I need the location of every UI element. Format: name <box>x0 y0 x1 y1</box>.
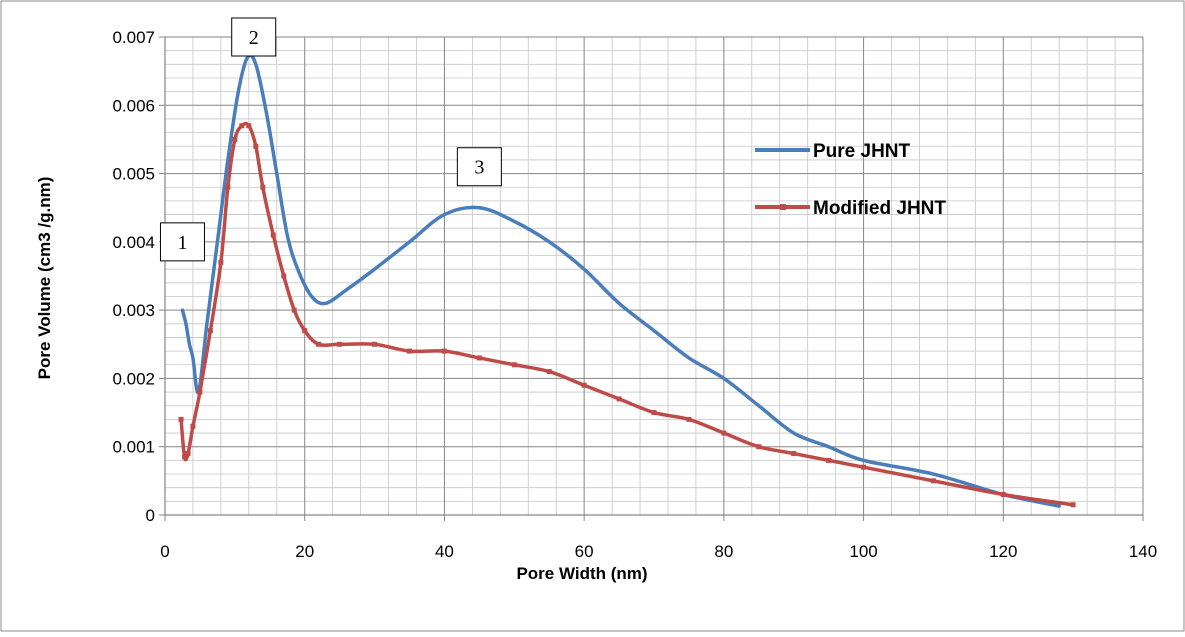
data-point <box>232 136 238 142</box>
data-point <box>546 369 552 375</box>
annotation-box: 1 <box>159 222 205 262</box>
annotation-layer: 1 2 3 <box>159 17 502 262</box>
data-point <box>861 464 867 470</box>
data-point <box>270 232 276 238</box>
data-point <box>930 478 936 484</box>
annotation-box: 2 <box>231 17 277 57</box>
y-tick-label: 0.001 <box>112 438 155 457</box>
data-point <box>1070 502 1076 508</box>
series-layer <box>178 53 1076 508</box>
legend-marker <box>780 204 786 210</box>
data-point <box>686 416 692 422</box>
annotation-label: 2 <box>249 27 259 49</box>
data-point <box>476 355 482 361</box>
annotation-label: 3 <box>474 157 484 179</box>
annotation-frame <box>456 147 502 187</box>
x-tick-label: 60 <box>575 542 594 561</box>
y-tick-label: 0.005 <box>112 165 155 184</box>
data-point <box>372 341 378 347</box>
data-point <box>316 341 322 347</box>
data-point <box>581 382 587 388</box>
legend: Pure JHNT Modified JHNT <box>755 141 946 219</box>
data-point <box>756 444 762 450</box>
x-tick-label: 80 <box>714 542 733 561</box>
data-point <box>218 259 224 265</box>
data-point <box>197 389 203 395</box>
series-1 <box>180 53 1061 508</box>
plot-area-border <box>164 37 1144 516</box>
x-axis-title: Pore Width (nm) <box>516 564 647 583</box>
x-axis-tick-labels: 0 20 40 60 80 100 120 140 <box>160 542 1157 561</box>
series-2 <box>178 121 1076 508</box>
data-point <box>337 341 343 347</box>
legend-entry: Modified JHNT <box>755 198 946 219</box>
data-point <box>190 423 196 429</box>
data-point <box>253 143 259 149</box>
data-point <box>225 184 231 190</box>
x-tick-label: 20 <box>295 542 314 561</box>
series-line <box>180 53 1061 508</box>
data-point <box>239 123 245 129</box>
data-point <box>511 362 517 368</box>
data-point <box>260 184 266 190</box>
legend-label: Pure JHNT <box>813 141 911 162</box>
data-point <box>207 328 213 334</box>
y-tick-label: 0 <box>146 506 155 525</box>
data-point <box>407 348 412 354</box>
data-point <box>281 273 287 279</box>
data-point <box>178 416 184 422</box>
legend-label: Modified JHNT <box>813 198 946 219</box>
minor-gridlines <box>165 37 1143 515</box>
major-gridlines <box>165 36 1143 515</box>
data-point <box>826 457 832 463</box>
x-tick-label: 0 <box>160 542 169 561</box>
data-point <box>616 396 622 402</box>
x-tick-label: 100 <box>849 542 877 561</box>
y-tick-label: 0.006 <box>112 96 155 115</box>
y-tick-label: 0.007 <box>112 28 155 47</box>
data-point <box>291 307 297 313</box>
data-point <box>182 454 188 460</box>
x-tick-label: 140 <box>1129 542 1157 561</box>
data-point <box>246 123 252 129</box>
y-tick-label: 0.002 <box>112 369 155 388</box>
legend-entry: Pure JHNT <box>755 141 911 162</box>
annotation-label: 1 <box>177 232 187 254</box>
y-tick-label: 0.003 <box>112 301 155 320</box>
y-axis-tick-labels: 0 0.001 0.002 0.003 0.004 0.005 0.006 0.007 <box>112 28 155 525</box>
y-axis-title: Pore Volume (cm3 /g.nm) <box>35 177 54 380</box>
x-tick-label: 120 <box>989 542 1017 561</box>
data-point <box>1000 492 1006 498</box>
data-point <box>441 348 447 354</box>
data-point <box>791 451 797 457</box>
data-point <box>651 410 657 416</box>
annotation-frame <box>159 222 205 262</box>
annotation-box: 3 <box>456 147 502 187</box>
annotation-frame <box>231 17 277 57</box>
data-point <box>185 451 191 457</box>
x-tick-label: 40 <box>435 542 454 561</box>
data-point <box>721 430 727 436</box>
data-point <box>302 328 308 334</box>
y-tick-label: 0.004 <box>112 233 155 252</box>
